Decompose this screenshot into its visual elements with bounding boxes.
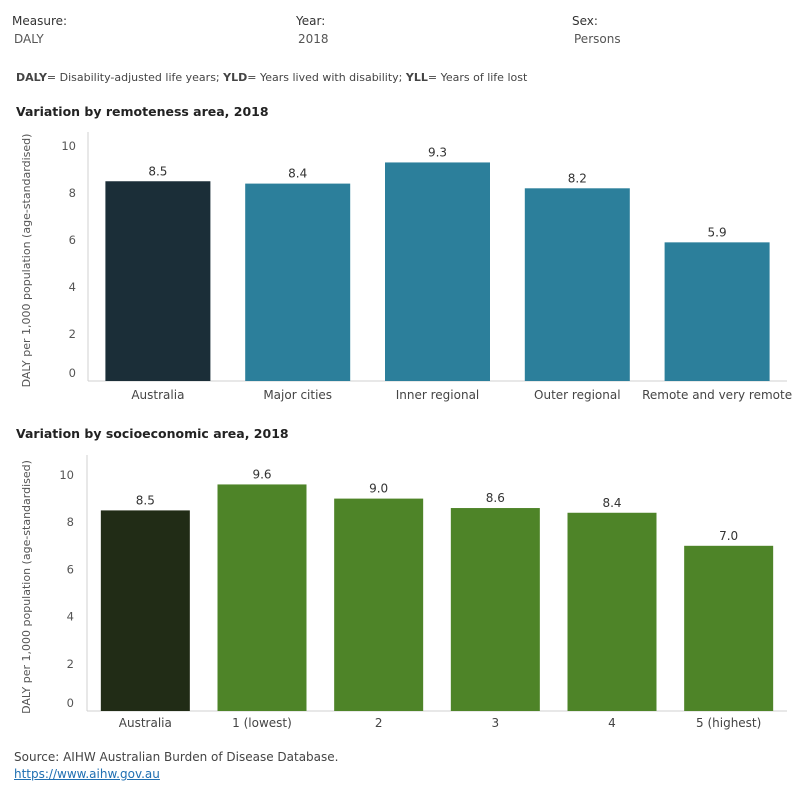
filter-sex[interactable]: Sex: Persons [572, 14, 621, 46]
filter-measure[interactable]: Measure: DALY [12, 14, 67, 46]
abbr-yll: YLL [405, 71, 428, 84]
socioeconomic-category-5: 5 (highest) [696, 716, 761, 730]
socioeconomic-y-tick-8: 8 [67, 515, 74, 529]
socioeconomic-y-tick-2: 2 [67, 657, 74, 671]
socioeconomic-bar-3[interactable] [450, 508, 540, 711]
chart-title-socioeconomic: Variation by socioeconomic area, 2018 [16, 426, 289, 441]
socioeconomic-bar-4[interactable] [567, 512, 657, 711]
abbr-daly: DALY [16, 71, 47, 84]
source-note: Source: AIHW Australian Burden of Diseas… [14, 750, 339, 764]
filter-year-label: Year: [296, 14, 326, 28]
source-link[interactable]: https://www.aihw.gov.au [14, 767, 160, 781]
socioeconomic-bar-value-5: 7.0 [719, 529, 738, 543]
remoteness-y-tick-6: 6 [69, 233, 76, 247]
filter-year[interactable]: Year: 2018 [296, 14, 329, 46]
socioeconomic-bar-value-2: 9.0 [369, 482, 388, 496]
filter-sex-value[interactable]: Persons [574, 32, 621, 46]
remoteness-bar-value-0: 8.5 [148, 164, 167, 178]
socioeconomic-bar-0[interactable] [100, 510, 190, 711]
socioeconomic-y-axis-title: DALY per 1,000 population (age-standardi… [20, 460, 33, 714]
socioeconomic-category-1: 1 (lowest) [232, 716, 292, 730]
remoteness-y-tick-8: 8 [69, 186, 76, 200]
remoteness-bar-0[interactable] [105, 181, 211, 381]
abbr-yll-text: = Years of life lost [427, 71, 528, 84]
socioeconomic-bar-5[interactable] [684, 545, 774, 711]
filter-bar: Measure: DALY Year: 2018 Sex: Persons [12, 14, 792, 54]
socioeconomic-bar-value-4: 8.4 [602, 496, 621, 510]
filter-year-value[interactable]: 2018 [298, 32, 329, 46]
filter-measure-value[interactable]: DALY [14, 32, 44, 46]
remoteness-y-tick-2: 2 [69, 327, 76, 341]
remoteness-y-tick-10: 10 [61, 139, 76, 153]
socioeconomic-y-tick-4: 4 [67, 610, 74, 624]
remoteness-bar-value-2: 9.3 [428, 145, 447, 159]
remoteness-category-0: Australia [131, 388, 184, 402]
socioeconomic-bar-2[interactable] [334, 498, 424, 711]
remoteness-bar-value-3: 8.2 [568, 171, 587, 185]
abbr-daly-text: = Disability-adjusted life years; [46, 71, 224, 84]
filter-sex-label: Sex: [572, 14, 598, 28]
socioeconomic-category-0: Australia [119, 716, 172, 730]
socioeconomic-category-2: 2 [375, 716, 383, 730]
socioeconomic-y-tick-6: 6 [67, 562, 74, 576]
remoteness-y-axis-title: DALY per 1,000 population (age-standardi… [20, 134, 33, 388]
abbreviation-note: DALY= Disability-adjusted life years; YL… [16, 71, 527, 84]
abbr-yld-text: = Years lived with disability; [247, 71, 406, 84]
filter-measure-label: Measure: [12, 14, 68, 28]
socioeconomic-y-tick-10: 10 [59, 468, 74, 482]
remoteness-bar-value-4: 5.9 [708, 225, 727, 239]
remoteness-category-1: Major cities [263, 388, 332, 402]
chart-title-remoteness: Variation by remoteness area, 2018 [16, 104, 269, 119]
remoteness-bar-1[interactable] [245, 183, 351, 381]
socioeconomic-category-3: 3 [492, 716, 500, 730]
remoteness-bar-4[interactable] [664, 242, 770, 381]
abbr-yld: YLD [223, 71, 248, 84]
socioeconomic-bar-value-0: 8.5 [136, 493, 155, 507]
remoteness-category-3: Outer regional [534, 388, 621, 402]
remoteness-bar-value-1: 8.4 [288, 167, 307, 181]
remoteness-bar-2[interactable] [385, 162, 490, 381]
remoteness-category-2: Inner regional [396, 388, 480, 402]
socioeconomic-category-4: 4 [608, 716, 616, 730]
remoteness-y-tick-0: 0 [69, 366, 76, 380]
socioeconomic-y-tick-0: 0 [67, 696, 74, 710]
remoteness-bar-3[interactable] [524, 188, 630, 381]
remoteness-y-tick-4: 4 [69, 280, 76, 294]
socioeconomic-bar-value-1: 9.6 [252, 467, 271, 481]
remoteness-category-4: Remote and very remote [642, 388, 792, 402]
socioeconomic-bar-1[interactable] [217, 484, 307, 711]
socioeconomic-bar-value-3: 8.6 [486, 491, 505, 505]
